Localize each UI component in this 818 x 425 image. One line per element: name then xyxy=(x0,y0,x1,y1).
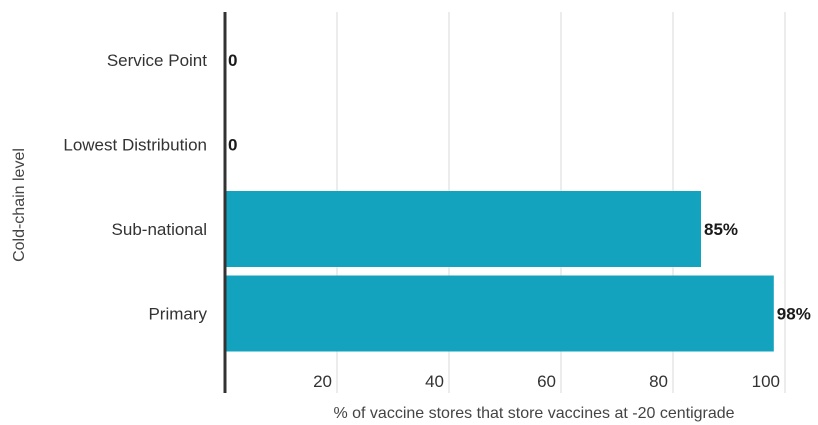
x-tick-label-100: 100 xyxy=(752,372,780,391)
category-label-primary: Primary xyxy=(148,305,207,324)
category-label-lowest-distribution: Lowest Distribution xyxy=(63,136,207,155)
x-tick-label-60: 60 xyxy=(537,372,556,391)
data-label-service-point: 0 xyxy=(228,51,237,70)
category-label-sub-national: Sub-national xyxy=(112,220,207,239)
bar-sub-national xyxy=(225,191,701,267)
x-axis-title: % of vaccine stores that store vaccines … xyxy=(333,405,734,422)
bars xyxy=(225,191,774,352)
x-tick-label-80: 80 xyxy=(649,372,668,391)
data-label-primary: 98% xyxy=(777,305,811,324)
data-label-lowest-distribution: 0 xyxy=(228,136,237,155)
y-axis-title: Cold-chain level xyxy=(11,148,28,262)
x-tick-labels: 20 40 60 80 100 xyxy=(313,372,780,391)
x-tick-label-40: 40 xyxy=(425,372,444,391)
data-label-sub-national: 85% xyxy=(704,220,738,239)
category-label-service-point: Service Point xyxy=(107,51,207,70)
data-labels: 0 0 85% 98% xyxy=(228,51,811,324)
category-labels: Service Point Lowest Distribution Sub-nati… xyxy=(63,51,207,324)
bar-primary xyxy=(225,275,774,352)
x-tick-label-20: 20 xyxy=(313,372,332,391)
